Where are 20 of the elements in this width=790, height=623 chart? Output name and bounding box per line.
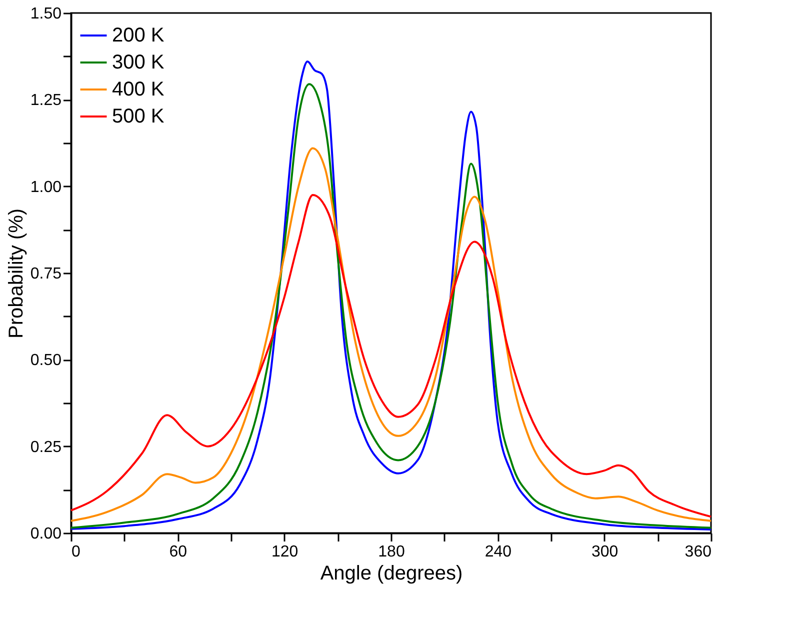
legend-label: 500 K — [112, 106, 165, 128]
y-tick-label: 0.75 — [30, 266, 62, 282]
x-tick-label: 360 — [684, 544, 712, 560]
x-tick-label: 120 — [271, 544, 298, 560]
y-tick-label: 0.50 — [30, 352, 62, 370]
y-tick-label: 1.00 — [30, 178, 62, 196]
y-axis-title: Probability (%) — [5, 208, 28, 339]
x-tick-label: 60 — [169, 544, 188, 560]
legend-label: 300 K — [112, 52, 165, 74]
y-tick-label: 1.25 — [30, 92, 62, 110]
x-tick-label: 300 — [591, 544, 618, 560]
x-tick-label: 180 — [378, 544, 405, 560]
legend-label: 400 K — [112, 78, 165, 100]
x-tick-label: 0 — [72, 544, 80, 560]
y-tick-label: 1.50 — [30, 6, 62, 22]
x-axis-title: Angle (degrees) — [320, 562, 463, 584]
y-tick-label: 0.00 — [30, 526, 62, 542]
x-tick-label: 240 — [484, 544, 512, 560]
legend-label: 200 K — [112, 24, 165, 46]
y-tick-label: 0.25 — [30, 438, 62, 456]
